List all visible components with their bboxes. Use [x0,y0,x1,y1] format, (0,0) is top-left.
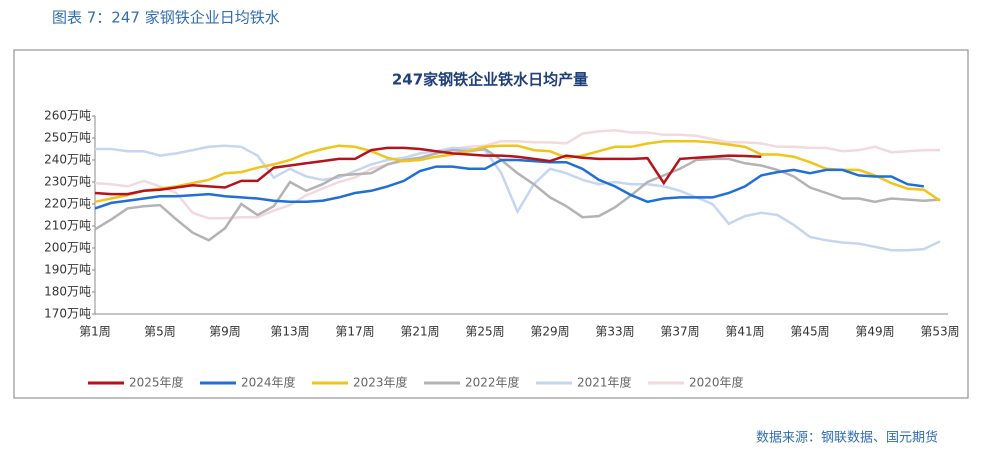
y-tick-label: 200万吨 [44,241,91,255]
y-tick-label: 250万吨 [44,131,91,145]
x-tick-label: 第9周 [209,325,241,339]
source: 数据来源：钢联数据、国元期货 [756,430,938,446]
x-tick-label: 第41周 [725,325,764,339]
x-tick-label: 第37周 [660,325,699,339]
legend-label: 2022年度 [465,375,520,390]
x-tick-label: 第13周 [270,325,309,339]
legend-label: 2025年度 [129,375,184,390]
frame [13,49,969,399]
figure-title: 图表 7：247 家钢铁企业日均铁水 [52,9,280,27]
x-tick-label: 第53周 [920,325,959,339]
x-tick-label: 第49周 [855,325,894,339]
y-tick-label: 170万吨 [44,307,91,321]
chart-title: 247家钢铁企业铁水日均产量 [392,71,588,89]
x-tick-label: 第29周 [530,325,569,339]
y-tick-label: 190万吨 [44,263,91,277]
x-tick-label: 第17周 [335,325,374,339]
legend-label: 2021年度 [577,375,632,390]
y-tick-label: 220万吨 [44,197,91,211]
x-tick-label: 第21周 [400,325,439,339]
x-tick-label: 第5周 [144,325,176,339]
y-tick-label: 230万吨 [44,175,91,189]
series-line [94,158,924,210]
y-tick-label: 210万吨 [44,219,91,233]
x-tick-label: 第33周 [595,325,634,339]
y-tick-label: 260万吨 [44,109,91,123]
series-line [94,140,941,204]
x-tick-label: 第1周 [79,325,111,339]
legend-label: 2020年度 [689,375,744,390]
series-line [94,146,762,196]
series-line [95,144,941,252]
legend-label: 2023年度 [353,375,408,390]
y-tick-label: 180万吨 [44,285,91,299]
x-tick-label: 第25周 [465,325,504,339]
y-tick-label: 240万吨 [44,153,91,167]
series-line [94,147,941,242]
series-line [94,129,940,220]
legend-label: 2024年度 [241,375,296,390]
x-tick-label: 第45周 [790,325,829,339]
